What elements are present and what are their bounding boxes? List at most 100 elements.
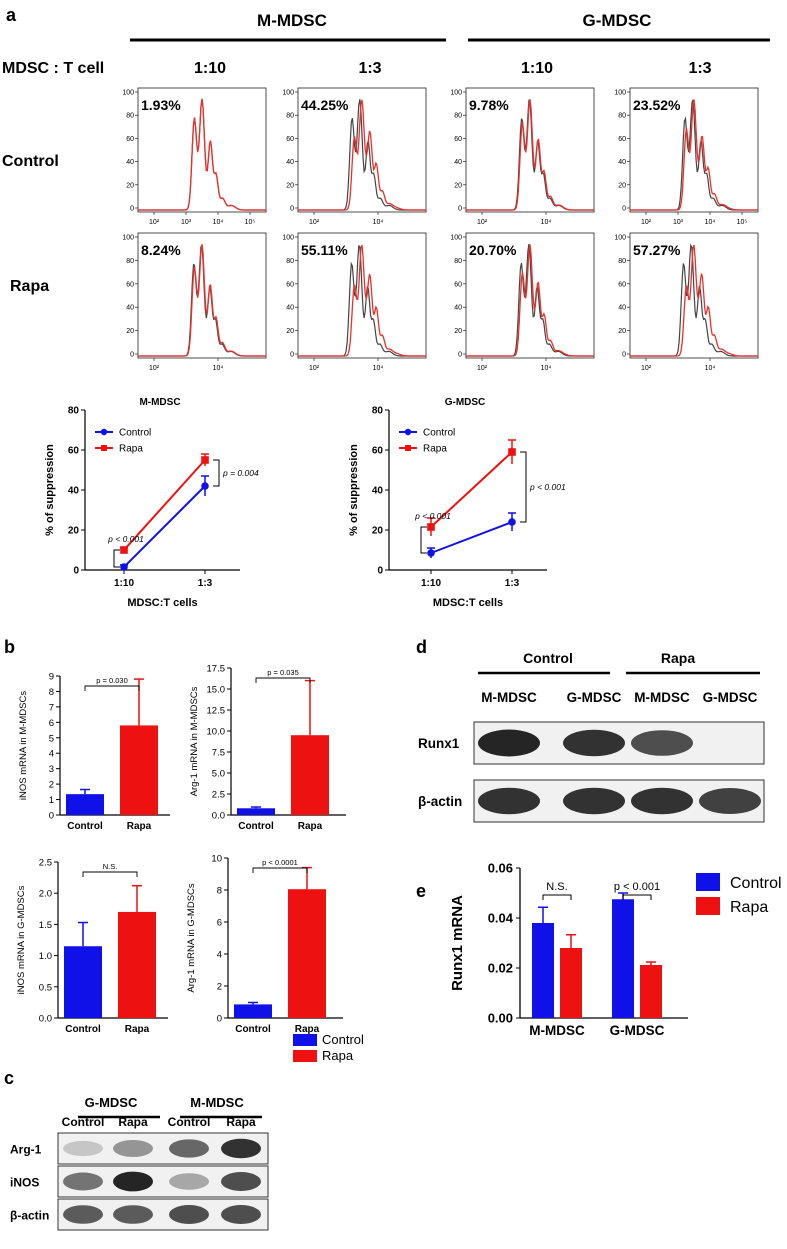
group-header-g-mdsc: G-MDSC: [583, 11, 652, 30]
y-tick-label: 0: [377, 566, 383, 577]
data-point-rapa: [427, 523, 435, 531]
blot-band: [221, 1205, 261, 1224]
p-value-label: p < 0.0001: [262, 858, 298, 867]
legend-label-rapa: Rapa: [730, 899, 768, 916]
x-tick-label: M-MDSC: [529, 1023, 585, 1038]
y-tick-label: 60: [68, 446, 80, 457]
histogram-ytick-label: 80: [126, 258, 134, 265]
histogram-frame: [137, 87, 267, 213]
data-point-control: [508, 518, 516, 526]
bar-control: [66, 794, 104, 815]
blot-band: [478, 787, 540, 815]
histogram-ytick-label: 20: [618, 182, 626, 189]
p-value-label: p = 0.004: [222, 468, 259, 478]
p-value-label: N.S.: [546, 881, 567, 893]
bar-rapa: [640, 965, 662, 1018]
histogram-xtick-label: 10²: [309, 365, 320, 372]
blot-group-header: Control: [523, 650, 573, 666]
histogram-ytick-label: 80: [454, 258, 462, 265]
histogram-xtick-label: 10²: [477, 365, 488, 372]
histogram-percent: 57.27%: [633, 242, 681, 258]
x-tick-label: Rapa: [125, 1024, 150, 1035]
x-tick-label: Rapa: [298, 821, 323, 832]
histogram-ytick-label: 0: [622, 352, 626, 359]
y-tick-label: 40: [372, 486, 384, 497]
bar-rapa: [560, 948, 582, 1018]
blot-lane-label: M-MDSC: [634, 690, 690, 705]
blot-lane-label: Rapa: [226, 1115, 256, 1129]
histogram-ytick-label: 100: [614, 90, 626, 97]
histogram-curve-rapa: [630, 99, 758, 211]
histogram-ytick-label: 60: [454, 136, 462, 143]
x-axis-label: MDSC:T cells: [433, 597, 503, 609]
y-tick-label: 2.5: [212, 790, 225, 801]
p-value-bracket: [213, 459, 220, 487]
panel-label-a: a: [6, 5, 17, 25]
histogram-ytick-label: 60: [286, 281, 294, 288]
histogram-ytick-label: 40: [454, 305, 462, 312]
histogram-ytick-label: 0: [458, 352, 462, 359]
histogram-xtick-label: 10³: [673, 219, 684, 226]
histogram-percent: 1.93%: [141, 97, 181, 113]
histogram-ytick-label: 80: [618, 258, 626, 265]
x-axis-label: MDSC:T cells: [127, 597, 197, 609]
histogram-ytick-label: 80: [286, 258, 294, 265]
series-line-rapa: [430, 451, 513, 528]
histogram-ytick-label: 0: [290, 352, 294, 359]
legend-swatch-rapa: [696, 897, 720, 915]
x-tick-label: Rapa: [295, 1024, 320, 1035]
mrna-bar-charts: 0 1 2 3 4 5 6 7 8 9 iNOS mRNA in M-MDSCs Control Rap…: [16, 664, 346, 1035]
blot-lane-label: Control: [62, 1115, 105, 1129]
blot-lane-label: Control: [168, 1115, 211, 1129]
blot-band: [631, 787, 693, 815]
histogram-ytick-label: 0: [290, 206, 294, 213]
blot-row-label: β-actin: [418, 794, 462, 809]
histogram-xtick-label: 10⁴: [541, 219, 552, 226]
histogram-xtick-label: 10⁴: [213, 365, 224, 372]
histogram-ytick-label: 20: [454, 182, 462, 189]
y-tick-label: 4: [49, 749, 54, 760]
histogram-curve-rapa: [138, 244, 266, 357]
y-tick-label: 20: [68, 526, 80, 537]
histogram-ytick-label: 100: [614, 235, 626, 242]
western-blot-d: Control Rapa M-MDSC G-MDSC M-MDSC G-MDSC Runx1…: [418, 650, 765, 823]
y-tick-label: 0: [217, 1014, 222, 1025]
histogram-ytick-label: 20: [618, 328, 626, 335]
p-value-bracket: [252, 867, 308, 873]
blot-group-header: M-MDSC: [190, 1095, 244, 1110]
y-tick-label: 0.04: [488, 911, 514, 926]
ratio-header: MDSC : T cell: [2, 60, 104, 77]
runx1-bar-chart: 0.00 0.02 0.04 0.06 Runx1 mRNA M-MDSC N.S. G-MD…: [449, 861, 782, 1039]
blot-row-label: Runx1: [418, 736, 460, 751]
p-value-bracket: [420, 526, 427, 554]
legend-label-control: Control: [423, 428, 455, 439]
ratio-label: 1:3: [688, 60, 711, 77]
histogram-ytick-label: 60: [618, 281, 626, 288]
histogram-xtick-label: 10⁴: [541, 365, 552, 372]
histogram-percent: 44.25%: [301, 97, 349, 113]
histogram-grid: 100 80 60 40 20 0 10² 10³ 10⁴ 10⁵ 1.93% 100 80 60 40 20…: [122, 87, 759, 372]
histogram-ytick-label: 20: [126, 182, 134, 189]
histogram-curve-rapa: [466, 244, 594, 357]
histogram-ytick-label: 100: [282, 90, 294, 97]
row-label-control: Control: [2, 153, 59, 170]
y-tick-label: 7.5: [212, 748, 225, 759]
y-tick-label: 9: [49, 672, 54, 683]
y-tick-label: 0: [49, 811, 54, 822]
histogram-xtick-label: 10²: [149, 365, 160, 372]
bar-control: [532, 923, 554, 1018]
bar-control: [234, 1004, 272, 1018]
y-tick-label: 4: [217, 950, 222, 961]
p-value-label: p < 0.001: [614, 881, 660, 893]
histogram-xtick-label: 10²: [641, 365, 652, 372]
row-label-rapa: Rapa: [10, 278, 49, 295]
series-line-rapa: [123, 459, 206, 551]
histogram-ytick-label: 40: [454, 159, 462, 166]
y-axis-label: Arg-1 mRNA in G-MDSCs: [186, 883, 197, 993]
blot-band: [478, 729, 540, 757]
histogram-ytick-label: 20: [126, 328, 134, 335]
y-tick-label: 2: [217, 982, 222, 993]
x-tick-label: Control: [238, 821, 274, 832]
p-value-label: p = 0.030: [96, 676, 128, 685]
blot-group-header: G-MDSC: [85, 1095, 138, 1110]
